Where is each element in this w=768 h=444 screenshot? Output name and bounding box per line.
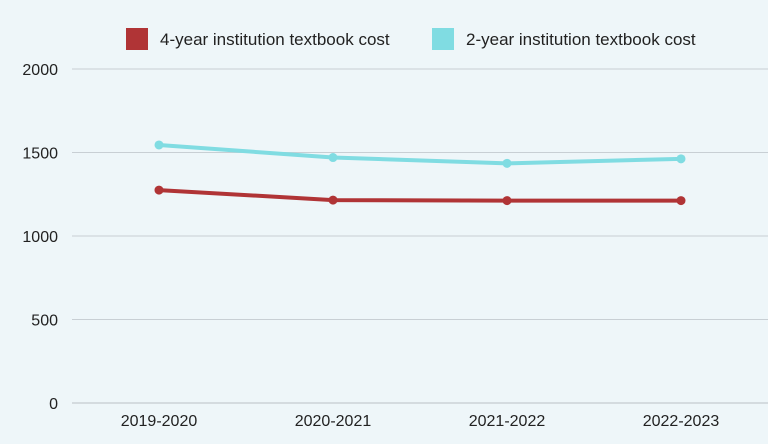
data-point: [676, 196, 686, 206]
y-axis-ticks: 0 500 1000 1500 2000: [22, 62, 58, 413]
legend-item: 2-year institution textbook cost: [432, 28, 696, 50]
legend-swatch: [126, 28, 148, 50]
y-tick-label: 500: [31, 313, 58, 330]
y-tick-label: 0: [49, 396, 58, 413]
data-point: [502, 158, 512, 168]
data-point: [676, 154, 686, 164]
data-point: [154, 185, 164, 195]
y-tick-label: 1000: [22, 229, 58, 246]
data-point: [328, 153, 338, 163]
x-tick-label: 2021-2022: [469, 413, 546, 430]
x-tick-label: 2020-2021: [295, 413, 372, 430]
series-2: [154, 140, 686, 168]
series-line: [157, 142, 683, 166]
legend-label: 2-year institution textbook cost: [466, 30, 696, 49]
x-tick-label: 2019-2020: [121, 413, 198, 430]
data-point: [154, 140, 164, 150]
legend-item: 4-year institution textbook cost: [126, 28, 390, 50]
x-axis-ticks: 2019-2020 2020-2021 2021-2022 2022-2023: [121, 413, 720, 430]
series-line: [157, 188, 683, 203]
x-tick-label: 2022-2023: [643, 413, 720, 430]
gridlines: [72, 68, 768, 404]
series-layer: [154, 140, 686, 206]
legend-label: 4-year institution textbook cost: [160, 30, 390, 49]
legend-swatch: [432, 28, 454, 50]
data-point: [502, 196, 512, 206]
y-tick-label: 1500: [22, 146, 58, 163]
series-1: [154, 185, 686, 206]
data-point: [328, 195, 338, 205]
y-tick-label: 2000: [22, 62, 58, 79]
legend: 4-year institution textbook cost 2-year i…: [126, 28, 696, 50]
